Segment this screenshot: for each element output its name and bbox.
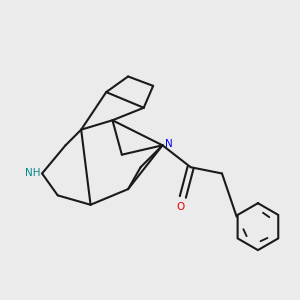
Text: NH: NH — [25, 169, 40, 178]
Text: N: N — [165, 139, 172, 149]
Text: O: O — [176, 202, 184, 212]
